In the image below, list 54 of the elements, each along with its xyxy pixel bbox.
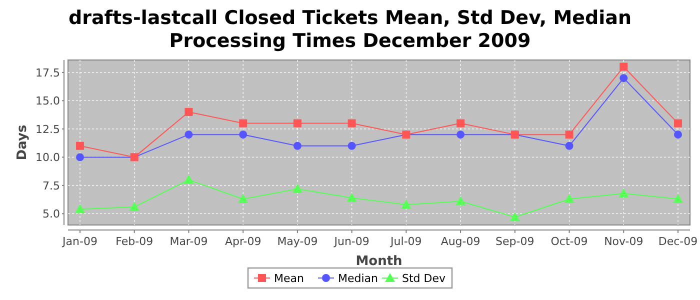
x-tick-label: May-09 bbox=[277, 235, 318, 248]
point bbox=[456, 130, 465, 139]
point bbox=[184, 130, 193, 139]
point bbox=[620, 74, 628, 82]
point bbox=[348, 119, 356, 128]
legend-label: Mean bbox=[274, 272, 304, 285]
point bbox=[510, 212, 520, 222]
point bbox=[348, 142, 356, 150]
point bbox=[456, 119, 465, 128]
x-tick-label: Mar-09 bbox=[170, 235, 208, 248]
point bbox=[293, 142, 302, 150]
y-tick-label: 15.0 bbox=[36, 94, 60, 108]
y-tick-label: 7.5 bbox=[42, 179, 60, 192]
point bbox=[239, 119, 248, 128]
x-tick-label: Oct-09 bbox=[550, 235, 588, 248]
legend-label: Std Dev bbox=[402, 272, 446, 285]
point bbox=[564, 194, 574, 204]
x-tick-label: Sep-09 bbox=[496, 235, 534, 248]
point bbox=[292, 184, 302, 193]
point bbox=[239, 130, 248, 139]
point bbox=[75, 204, 85, 214]
x-tick-label: Apr-09 bbox=[224, 235, 262, 248]
point bbox=[401, 200, 412, 209]
x-tick-label: Jul-09 bbox=[390, 235, 422, 248]
legend-label: Median bbox=[338, 272, 378, 285]
y-axis-title: Days bbox=[15, 124, 30, 160]
point bbox=[674, 130, 682, 139]
point bbox=[618, 188, 629, 198]
point bbox=[565, 130, 574, 139]
point bbox=[129, 202, 140, 211]
x-tick-label: Feb-09 bbox=[116, 235, 154, 248]
y-tick-label: 10.0 bbox=[36, 151, 60, 164]
chart-title: drafts-lastcall Closed Tickets Mean, Std Dev, Median Processing Times December 2009 bbox=[68, 7, 632, 52]
y-tick-label: 17.5 bbox=[36, 66, 60, 80]
x-tick-label: Aug-09 bbox=[440, 235, 480, 248]
point bbox=[76, 153, 84, 162]
x-tick-label: Jun-09 bbox=[333, 235, 370, 248]
point bbox=[673, 194, 683, 204]
point bbox=[184, 174, 194, 184]
x-axis-title: Month bbox=[356, 254, 402, 269]
y-tick-label: 5.0 bbox=[42, 208, 60, 221]
point bbox=[346, 192, 357, 202]
point bbox=[76, 142, 84, 150]
x-tick-label: Nov-09 bbox=[604, 235, 644, 248]
point bbox=[565, 142, 574, 150]
x-tick-label: Jan-09 bbox=[62, 235, 98, 248]
point bbox=[184, 108, 193, 116]
y-tick-label: 12.5 bbox=[36, 122, 60, 136]
point bbox=[674, 119, 682, 128]
point bbox=[456, 196, 466, 206]
point bbox=[238, 194, 248, 204]
point bbox=[293, 119, 302, 128]
x-tick-label: Dec-09 bbox=[658, 235, 698, 248]
point bbox=[620, 62, 628, 71]
